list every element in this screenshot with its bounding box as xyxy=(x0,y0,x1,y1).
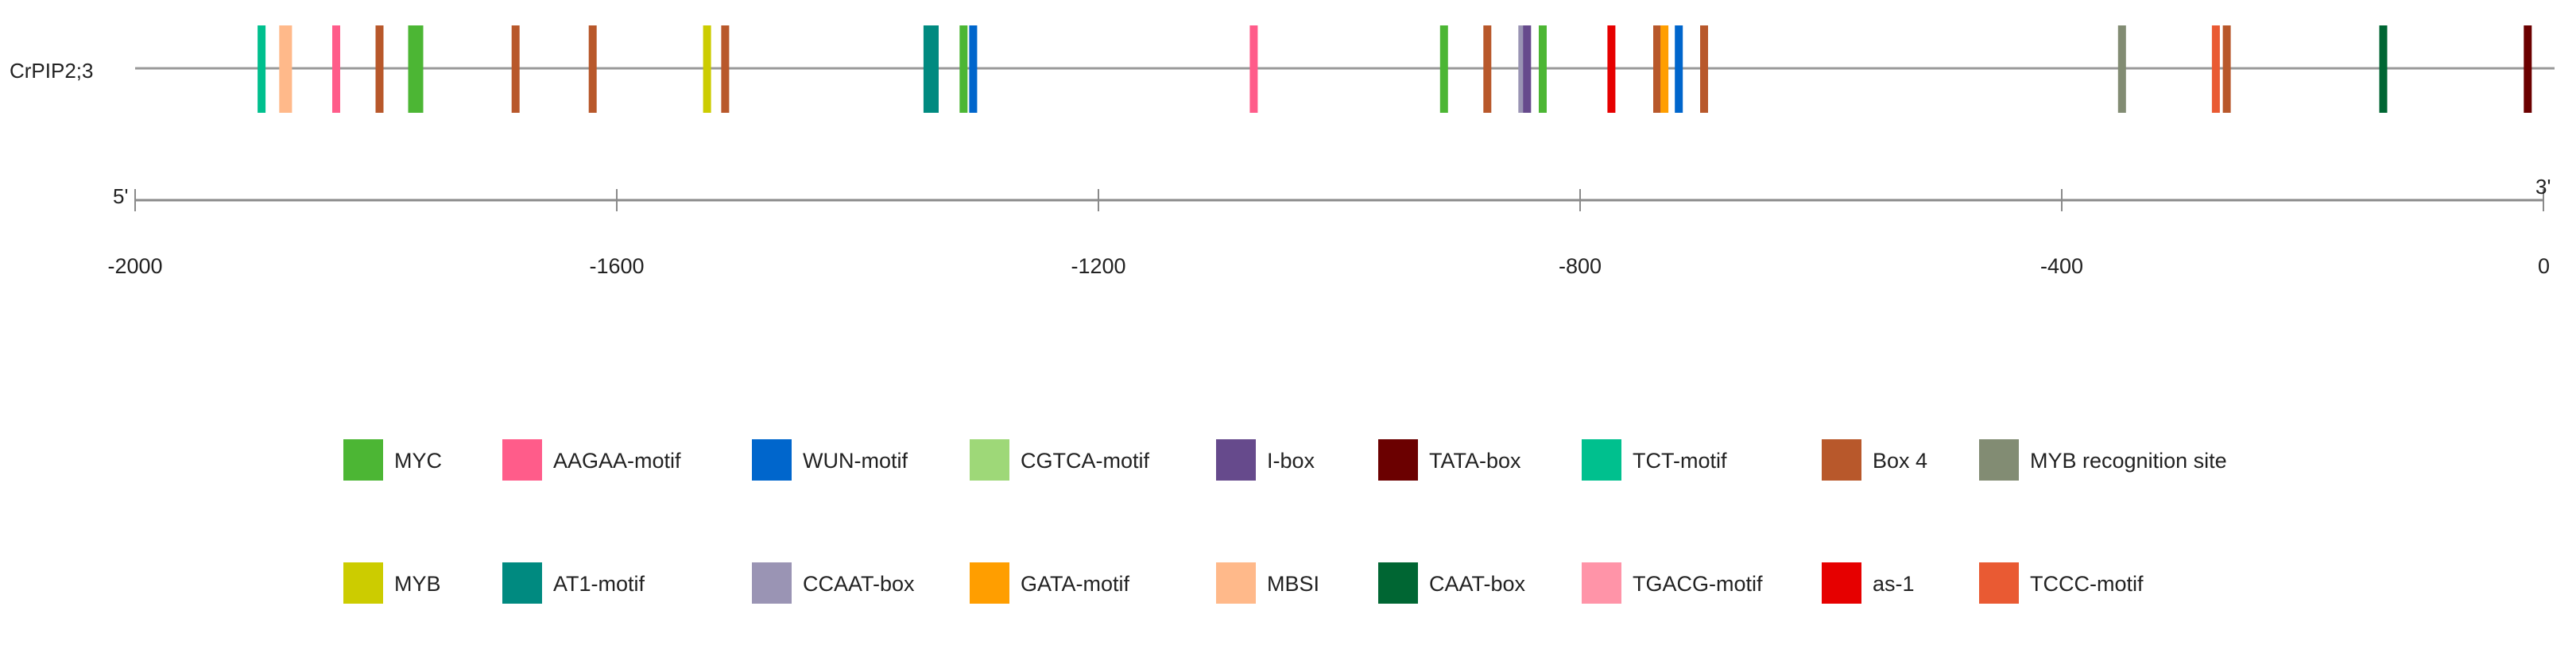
legend-label-mbsi: MBSI xyxy=(1267,572,1319,596)
legend-label-gata-motif: GATA-motif xyxy=(1021,572,1130,596)
legend-swatch-ccaat-box xyxy=(752,562,792,604)
element-mark-tata-box xyxy=(2524,25,2532,113)
element-mark-box-4 xyxy=(375,25,384,113)
element-mark-mbsi xyxy=(279,25,288,113)
element-mark-tccc-motif xyxy=(2211,25,2220,113)
axis-tick-label: -400 xyxy=(2040,254,2083,278)
gene-label: CrPIP2;3 xyxy=(10,59,94,83)
legend-swatch-myb xyxy=(343,562,383,604)
element-mark-at1-motif xyxy=(931,25,939,113)
legend-swatch-tct-motif xyxy=(1582,439,1621,481)
legend-swatch-tccc-motif xyxy=(1979,562,2019,604)
legend-label-as-1: as-1 xyxy=(1873,572,1915,596)
element-mark-at1-motif xyxy=(923,25,932,113)
legend-label-myb-recognition-site: MYB recognition site xyxy=(2030,449,2227,473)
element-mark-box-4 xyxy=(1653,25,1661,113)
axis-ticks: -2000 -1600 -1200 -800 -400 0 xyxy=(107,189,2550,278)
element-mark-myc xyxy=(415,25,424,113)
legend-swatch-cgtca-motif xyxy=(970,439,1009,481)
three-prime-label: 3' xyxy=(2535,175,2551,199)
element-mark-box-4 xyxy=(588,25,597,113)
axis-tick-label: -1600 xyxy=(589,254,644,278)
element-mark-myb xyxy=(703,25,711,113)
legend-swatch-tgacg-motif xyxy=(1582,562,1621,604)
element-mark-ccaat-box xyxy=(1518,25,1527,113)
legend-label-aagaa-motif: AAGAA-motif xyxy=(553,449,681,473)
legend-label-cgtca-motif: CGTCA-motif xyxy=(1021,449,1149,473)
element-mark-box-4 xyxy=(2222,25,2231,113)
element-mark-box-4 xyxy=(721,25,730,113)
legend-swatch-myc xyxy=(343,439,383,481)
legend-label-ccaat-box: CCAAT-box xyxy=(803,572,915,596)
element-mark-myc xyxy=(1539,25,1547,113)
element-mark-myc xyxy=(408,25,416,113)
legend-swatch-myb-recognition-site xyxy=(1979,439,2019,481)
element-mark-wun-motif xyxy=(969,25,978,113)
legend-label-tata-box: TATA-box xyxy=(1429,449,1521,473)
five-prime-label: 5' xyxy=(113,184,128,208)
element-mark-box-4 xyxy=(1700,25,1708,113)
legend-label-tct-motif: TCT-motif xyxy=(1633,449,1727,473)
element-mark-aagaa-motif xyxy=(1249,25,1258,113)
element-mark-wun-motif xyxy=(1675,25,1683,113)
legend-swatch-wun-motif xyxy=(752,439,792,481)
element-mark-box-4 xyxy=(511,25,520,113)
legend-swatch-as-1 xyxy=(1822,562,1861,604)
element-mark-i-box xyxy=(1523,25,1532,113)
legend-swatch-i-box xyxy=(1216,439,1256,481)
legend-swatch-mbsi xyxy=(1216,562,1256,604)
legend-swatch-at1-motif xyxy=(502,562,542,604)
legend-swatch-gata-motif xyxy=(970,562,1009,604)
element-mark-box-4 xyxy=(1483,25,1492,113)
legend-label-at1-motif: AT1-motif xyxy=(553,572,645,596)
element-mark-myc xyxy=(1439,25,1448,113)
legend-label-myb: MYB xyxy=(394,572,441,596)
legend-label-myc: MYC xyxy=(394,449,442,473)
element-mark-mbsi xyxy=(284,25,292,113)
element-mark-tct-motif xyxy=(258,25,266,113)
legend-swatch-tata-box xyxy=(1378,439,1418,481)
element-mark-aagaa-motif xyxy=(332,25,340,113)
element-mark-gata-motif xyxy=(1660,25,1669,113)
axis-tick-label: -800 xyxy=(1559,254,1602,278)
legend-swatch-caat-box xyxy=(1378,562,1418,604)
axis-tick-label: -1200 xyxy=(1071,254,1125,278)
legend: MYC AAGAA-motif WUN-motif CGTCA-motif I-box T… xyxy=(343,439,2227,604)
element-mark-as-1 xyxy=(1607,25,1616,113)
axis-tick-label: 0 xyxy=(2538,254,2550,278)
element-mark-caat-box xyxy=(2379,25,2388,113)
legend-swatch-aagaa-motif xyxy=(502,439,542,481)
axis-tick-label: -2000 xyxy=(107,254,162,278)
element-mark-myc xyxy=(959,25,968,113)
legend-label-box-4: Box 4 xyxy=(1873,449,1927,473)
element-marks xyxy=(258,25,2532,113)
legend-label-tgacg-motif: TGACG-motif xyxy=(1633,572,1763,596)
legend-label-caat-box: CAAT-box xyxy=(1429,572,1526,596)
legend-label-i-box: I-box xyxy=(1267,449,1315,473)
element-mark-myb-recognition-site xyxy=(2117,25,2126,113)
legend-label-tccc-motif: TCCC-motif xyxy=(2030,572,2144,596)
legend-label-wun-motif: WUN-motif xyxy=(803,449,908,473)
legend-swatch-box-4 xyxy=(1822,439,1861,481)
